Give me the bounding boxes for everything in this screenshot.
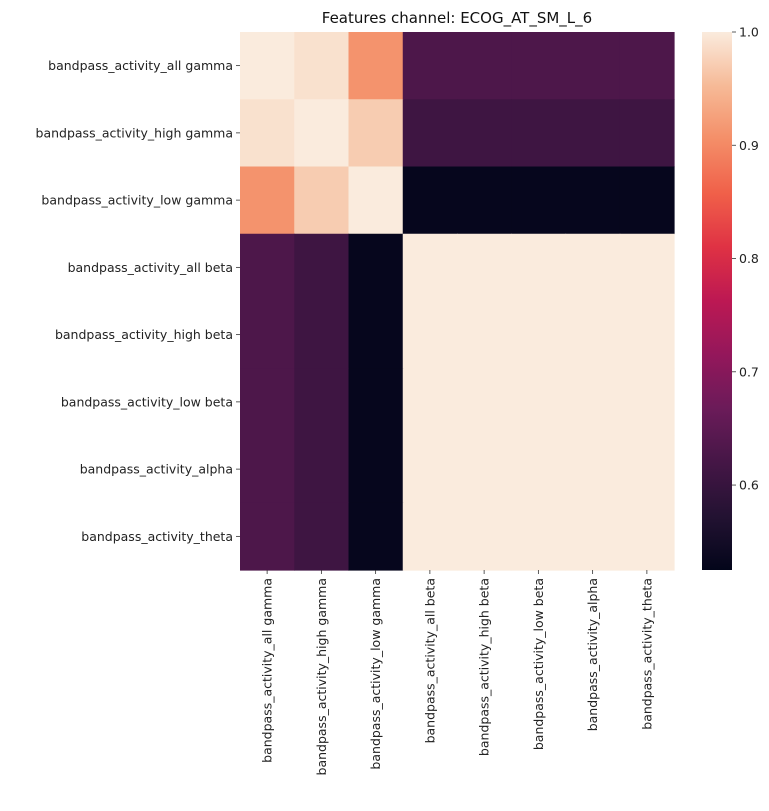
heatmap-cell — [348, 166, 404, 235]
heatmap-cell — [511, 166, 567, 235]
heatmap-cell — [294, 301, 350, 369]
heatmap-cell — [619, 368, 675, 437]
heatmap-cell — [619, 301, 675, 369]
heatmap-cells — [240, 32, 675, 571]
heatmap-cell — [619, 233, 675, 302]
heatmap-cell — [457, 166, 512, 235]
heatmap-cell — [294, 435, 350, 504]
heatmap-cell — [457, 99, 512, 168]
colorbar-tick-label: 1.0 — [739, 25, 759, 40]
heatmap-cell — [294, 32, 350, 100]
colorbar: 0.6 0.7 0.8 0.9 1.0 — [702, 25, 759, 570]
heatmap-cell — [294, 233, 350, 302]
column-labels: bandpass_activity_all gamma bandpass_acti… — [260, 570, 654, 775]
row-label: bandpass_activity_alpha — [80, 462, 233, 477]
heatmap-cell — [402, 166, 458, 235]
heatmap-cell — [619, 502, 675, 571]
column-label: bandpass_activity_low gamma — [368, 578, 383, 770]
heatmap-cell — [240, 32, 295, 100]
heatmap-cell — [457, 233, 512, 302]
heatmap-cell — [348, 99, 404, 168]
heatmap-cell — [511, 368, 567, 437]
heatmap-cell — [348, 368, 404, 437]
colorbar-tick-label: 0.8 — [739, 251, 759, 266]
column-label: bandpass_activity_low beta — [531, 578, 546, 750]
heatmap-cell — [457, 301, 512, 369]
heatmap-cell — [565, 435, 621, 504]
chart-title: Features channel: ECOG_AT_SM_L_6 — [322, 9, 592, 28]
row-labels: bandpass_activity_all gamma bandpass_acti… — [36, 58, 240, 544]
heatmap-cell — [240, 233, 295, 302]
heatmap-cell — [348, 233, 404, 302]
column-label: bandpass_activity_alpha — [585, 578, 600, 731]
heatmap-cell — [294, 166, 350, 235]
heatmap-cell — [511, 502, 567, 571]
heatmap-cell — [402, 435, 458, 504]
row-label: bandpass_activity_all gamma — [48, 58, 233, 73]
heatmap-cell — [402, 99, 458, 168]
heatmap-cell — [565, 502, 621, 571]
heatmap-cell — [619, 32, 675, 100]
heatmap-cell — [457, 368, 512, 437]
heatmap-cell — [240, 166, 295, 235]
heatmap-cell — [619, 99, 675, 168]
colorbar-tick-label: 0.7 — [739, 364, 759, 379]
heatmap-cell — [511, 99, 567, 168]
row-label: bandpass_activity_high gamma — [36, 125, 233, 140]
heatmap-cell — [402, 233, 458, 302]
row-label: bandpass_activity_low gamma — [41, 193, 233, 208]
heatmap-cell — [294, 99, 350, 168]
row-label: bandpass_activity_high beta — [55, 327, 233, 342]
heatmap-cell — [294, 368, 350, 437]
heatmap-cell — [348, 301, 404, 369]
heatmap-cell — [565, 368, 621, 437]
heatmap-cell — [565, 99, 621, 168]
heatmap-cell — [619, 166, 675, 235]
row-label: bandpass_activity_low beta — [61, 394, 233, 409]
heatmap-cell — [402, 32, 458, 100]
heatmap-cell — [565, 233, 621, 302]
heatmap-cell — [457, 32, 512, 100]
heatmap-cell — [240, 301, 295, 369]
column-label: bandpass_activity_high beta — [477, 578, 492, 756]
column-label: bandpass_activity_all gamma — [260, 578, 275, 763]
colorbar-gradient — [702, 32, 732, 570]
heatmap-cell — [240, 502, 295, 571]
heatmap-cell — [348, 435, 404, 504]
heatmap-cell — [294, 502, 350, 571]
column-label: bandpass_activity_high gamma — [314, 578, 329, 775]
colorbar-tick-label: 0.9 — [739, 138, 759, 153]
heatmap-cell — [511, 301, 567, 369]
heatmap-cell — [402, 502, 458, 571]
column-label: bandpass_activity_all beta — [422, 578, 437, 743]
heatmap-cell — [511, 233, 567, 302]
heatmap-cell — [402, 301, 458, 369]
heatmap-cell — [565, 301, 621, 369]
heatmap-cell — [511, 32, 567, 100]
heatmap-cell — [619, 435, 675, 504]
heatmap-cell — [457, 502, 512, 571]
heatmap-cell — [348, 32, 404, 100]
heatmap-cell — [240, 99, 295, 168]
row-label: bandpass_activity_all beta — [68, 260, 233, 275]
heatmap-cell — [402, 368, 458, 437]
column-label: bandpass_activity_theta — [639, 578, 654, 730]
colorbar-tick-label: 0.6 — [739, 478, 759, 493]
heatmap-cell — [348, 502, 404, 571]
heatmap-cell — [240, 435, 295, 504]
heatmap-cell — [511, 435, 567, 504]
heatmap-cell — [565, 166, 621, 235]
row-label: bandpass_activity_theta — [81, 529, 233, 544]
heatmap-cell — [457, 435, 512, 504]
heatmap-cell — [240, 368, 295, 437]
heatmap-cell — [565, 32, 621, 100]
